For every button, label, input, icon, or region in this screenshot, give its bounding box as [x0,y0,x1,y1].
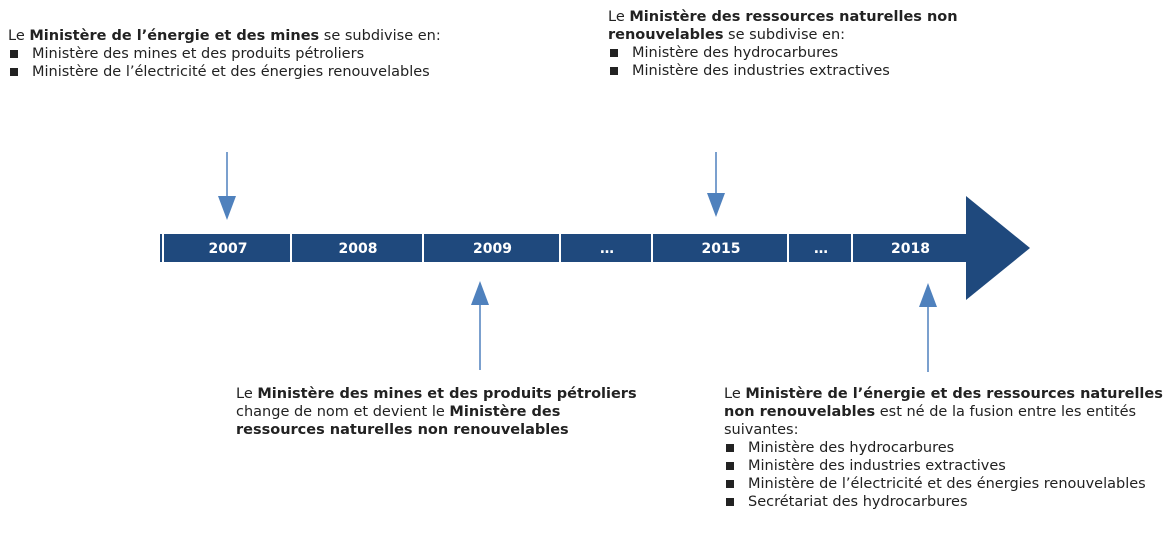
bold-text: Ministère des ressources naturelles non … [608,9,958,43]
connector-arrow [471,281,489,370]
text: Le [236,386,258,402]
text: Le [724,386,746,402]
timeline-segment [853,234,968,262]
bullet-item: Ministère des industries extractives [608,62,1028,80]
bullet [726,444,734,452]
segment-label: … [814,241,828,257]
connector-arrow [218,152,236,220]
bullet [610,49,618,57]
annotation-text: Le Ministère des ressources naturelles n… [608,8,1028,44]
bullet-text: Ministère de l’électricité et des énergi… [748,476,1146,492]
annotation: Le Ministère de l’énergie et des ressour… [724,385,1169,511]
segment-label: 2008 [339,241,378,257]
bullet [610,67,618,75]
bullet-item: Ministère des mines et des produits pétr… [8,45,456,63]
bullet-item: Ministère de l’électricité et des énergi… [8,63,456,81]
bold-text: Ministère des mines et des produits pétr… [257,386,637,402]
connector-arrow [919,283,937,372]
text: change de nom et devient le [236,404,450,420]
segment-label: 2015 [702,241,741,257]
segment-label: 2018 [891,241,930,257]
text: est né de la fusion entre les entités su… [724,404,1137,438]
timeline-segment [789,234,851,262]
bold-text: Ministère de l’énergie et des ressources… [724,386,1163,420]
bullet-item: Ministère des hydrocarbures [608,44,1028,62]
text: se subdivise en: [319,28,441,44]
annotation-text: Le Ministère de l’énergie et des ressour… [724,385,1169,439]
annotation: Le Ministère des ressources naturelles n… [608,8,1028,80]
bullet-text: Ministère des hydrocarbures [748,440,955,456]
bullet-item: Ministère des industries extractives [724,457,1169,475]
bullet-text: Secrétariat des hydrocarbures [748,494,968,510]
bullet-text: Ministère des mines et des produits pétr… [32,46,365,62]
segment-label: … [600,241,614,257]
segment-label: 2007 [209,241,248,257]
bullet [10,68,18,76]
text: Le [8,28,30,44]
timeline-segment [164,234,290,262]
connector-arrow [707,152,725,217]
bullet-item: Secrétariat des hydrocarbures [724,493,1169,511]
annotation-text: Le Ministère des mines et des produits p… [236,385,648,439]
bullet [726,498,734,506]
timeline-segment [424,234,559,262]
text: se subdivise en: [723,27,846,43]
bold-text: Ministère des ressources naturelles non … [236,404,569,438]
bold-text: Ministère de l’énergie et des mines [29,28,320,44]
text: Le [608,9,630,25]
bullet-text: Ministère des industries extractives [748,458,1006,474]
bullet [10,50,18,58]
bullet-text: Ministère de l’électricité et des énergi… [32,64,430,80]
annotation: Le Ministère de l’énergie et des mines s… [8,27,456,81]
timeline-segment [292,234,422,262]
bullet-item: Ministère des hydrocarbures [724,439,1169,457]
timeline-segment [561,234,651,262]
bullet [726,480,734,488]
segment-label: 2009 [473,241,512,257]
timeline-arrowhead [966,196,1030,300]
bullet-text: Ministère des hydrocarbures [632,45,839,61]
bullet-item: Ministère de l’électricité et des énergi… [724,475,1169,493]
bullet [726,462,734,470]
bullet-text: Ministère des industries extractives [632,63,890,79]
annotation: Le Ministère des mines et des produits p… [236,385,648,439]
timeline-start [160,234,162,262]
timeline-segment [653,234,787,262]
annotation-text: Le Ministère de l’énergie et des mines s… [8,27,456,45]
